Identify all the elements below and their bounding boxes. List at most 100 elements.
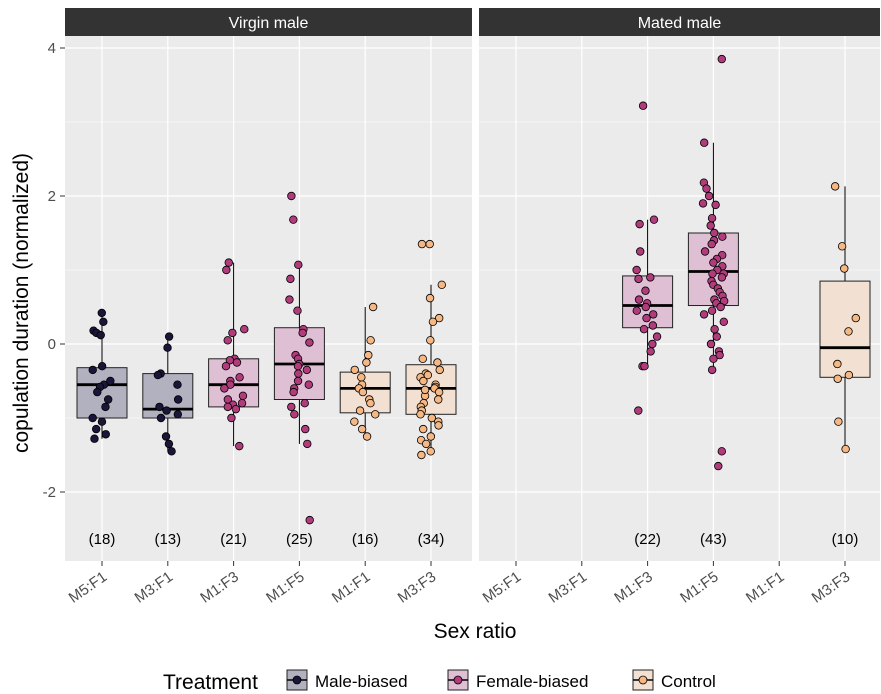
- strip-label: Virgin male: [229, 15, 309, 32]
- sample-size-label: (34): [418, 531, 445, 548]
- data-point: [700, 138, 709, 147]
- panel-mated-male: Mated male (22) (43) (10) M5:F1 M3:F1 M1:F3 M1:…: [479, 8, 880, 607]
- data-point: [91, 424, 101, 434]
- data-point: [641, 302, 650, 312]
- data-point: [833, 374, 842, 383]
- data-point: [290, 410, 299, 419]
- x-tick-label: M1:F1: [743, 568, 788, 606]
- data-point: [717, 447, 727, 456]
- data-point: [106, 376, 115, 386]
- data-point: [301, 424, 310, 434]
- data-point: [238, 391, 248, 400]
- data-point: [425, 239, 434, 249]
- y-tick-label: 0: [48, 336, 56, 353]
- box-group: (16): [339, 302, 391, 548]
- data-point: [155, 402, 164, 412]
- data-point: [706, 221, 715, 230]
- data-point: [362, 432, 372, 441]
- strip-label: Mated male: [638, 15, 722, 32]
- data-point: [840, 264, 849, 273]
- y-tick-label: 4: [48, 40, 56, 57]
- data-point: [642, 313, 651, 323]
- data-point: [164, 439, 174, 449]
- box-group: (13): [142, 332, 194, 548]
- legend-label: Male-biased: [315, 672, 408, 691]
- box-group: (10): [819, 182, 871, 548]
- box: [76, 367, 128, 419]
- sample-size-label: (43): [700, 531, 727, 548]
- data-point: [437, 280, 446, 289]
- sample-size-label: (22): [634, 531, 661, 548]
- data-point: [305, 338, 314, 347]
- data-point: [646, 273, 655, 282]
- panel-background: [65, 36, 472, 561]
- x-tick-label: M5:F1: [480, 568, 525, 606]
- x-tick-label: M5:F1: [66, 568, 111, 606]
- data-point: [227, 413, 236, 423]
- data-point: [702, 184, 711, 193]
- x-tick-label: M1:F1: [329, 568, 374, 606]
- panel-background: [479, 36, 880, 561]
- data-point: [420, 385, 430, 395]
- data-point: [222, 265, 231, 275]
- data-point: [224, 258, 233, 267]
- data-point: [707, 306, 717, 315]
- data-point: [434, 421, 443, 430]
- data-point: [699, 310, 709, 319]
- x-tick-label: M1:F5: [263, 568, 308, 606]
- data-point: [173, 395, 183, 404]
- data-point: [708, 269, 717, 278]
- data-point: [366, 336, 375, 345]
- data-point: [287, 191, 296, 201]
- box-group: (43): [687, 54, 739, 548]
- data-point: [717, 54, 726, 64]
- data-point: [88, 413, 97, 423]
- data-point: [698, 199, 708, 208]
- data-point: [851, 313, 860, 323]
- box-group: (22): [622, 101, 674, 548]
- data-point: [235, 373, 244, 382]
- data-point: [648, 321, 658, 330]
- legend-key-point: [638, 675, 648, 685]
- data-point: [427, 413, 437, 423]
- box-group: (34): [405, 239, 457, 548]
- legend-item: Control: [632, 669, 716, 691]
- data-point: [156, 413, 166, 423]
- data-point: [99, 317, 108, 326]
- data-point: [350, 365, 359, 375]
- data-point: [97, 417, 107, 426]
- data-point: [97, 308, 106, 318]
- data-point: [715, 350, 724, 360]
- data-point: [164, 332, 174, 341]
- data-point: [634, 274, 643, 284]
- data-point: [231, 404, 241, 414]
- data-point: [636, 247, 645, 256]
- data-point: [638, 101, 648, 110]
- data-point: [419, 424, 428, 434]
- panels-layer: Virgin male (18) (13) (21) (25) (16) (34) M5:F1…: [65, 8, 880, 607]
- y-axis-title: copulation duration (normalized): [10, 153, 33, 453]
- data-point: [710, 228, 719, 238]
- data-point: [710, 325, 719, 334]
- data-point: [293, 362, 303, 371]
- data-point: [419, 376, 428, 386]
- data-point: [298, 328, 307, 338]
- data-point: [93, 387, 102, 397]
- data-point: [232, 358, 242, 367]
- data-point: [719, 317, 728, 326]
- data-point: [221, 362, 231, 371]
- data-point: [709, 258, 718, 267]
- data-point: [294, 260, 303, 270]
- x-axis-title: Sex ratio: [434, 620, 517, 643]
- data-point: [289, 387, 298, 397]
- data-point: [167, 447, 176, 456]
- data-point: [153, 370, 163, 380]
- data-point: [362, 358, 371, 367]
- data-point: [421, 439, 431, 449]
- data-point: [646, 347, 655, 356]
- data-point: [641, 286, 650, 295]
- data-point: [173, 410, 183, 419]
- data-point: [433, 358, 442, 367]
- data-point: [305, 515, 314, 525]
- data-point: [96, 330, 105, 340]
